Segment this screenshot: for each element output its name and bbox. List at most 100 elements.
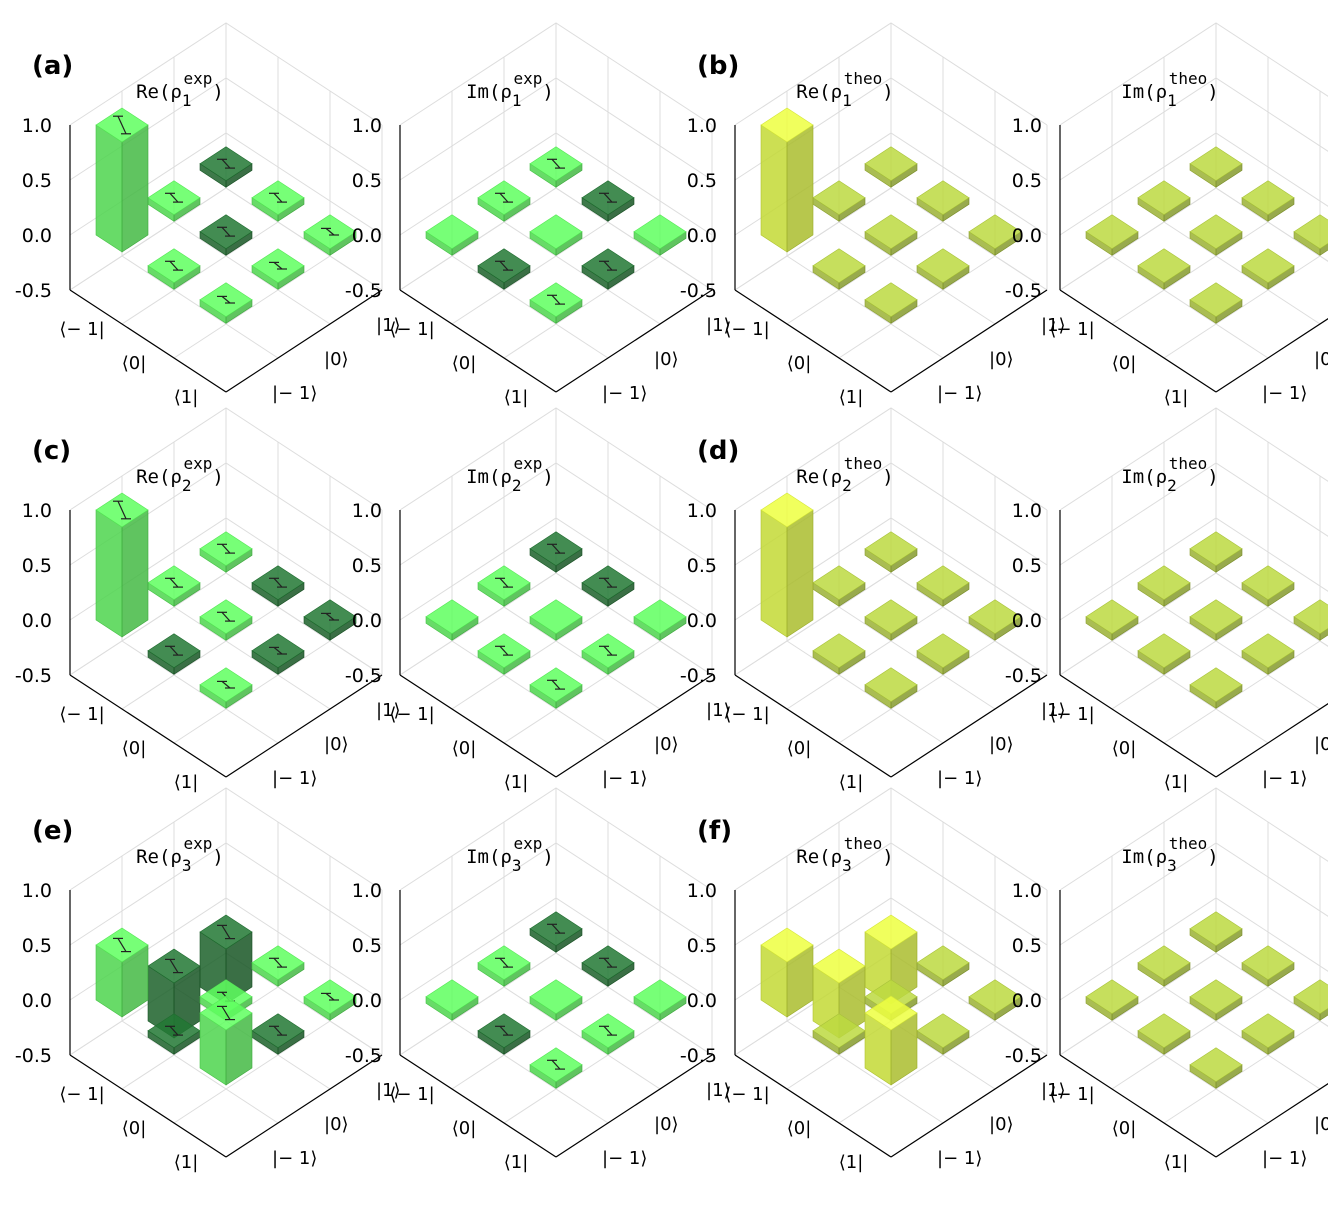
error-bar <box>551 1059 561 1070</box>
panel-label: (d) <box>697 436 739 466</box>
grid-line <box>69 407 383 511</box>
bar <box>633 979 687 1021</box>
z-tick-label: -0.5 <box>345 665 382 687</box>
bar <box>1189 214 1243 256</box>
bars <box>95 107 357 324</box>
bar <box>147 565 201 607</box>
bar <box>529 1047 583 1089</box>
x-tick-label: ⟨1| <box>504 772 529 793</box>
bar-face <box>1189 214 1243 250</box>
z-tick-label: 1.0 <box>1012 115 1042 137</box>
error-bar <box>169 260 179 271</box>
y-axis <box>225 1054 383 1158</box>
bar-face <box>968 214 1022 250</box>
x-tick-label: ⟨1| <box>174 772 199 793</box>
bar <box>529 911 583 953</box>
bar <box>968 599 1022 641</box>
error-bar <box>603 1025 613 1036</box>
y-axis <box>1215 1083 1328 1158</box>
bar-face <box>1137 945 1191 981</box>
bar <box>916 1013 970 1055</box>
z-tick-label: 1.0 <box>687 880 717 902</box>
x-tick-label: ⟨− 1| <box>389 704 434 725</box>
bar <box>1189 146 1243 188</box>
grid-line <box>451 606 609 710</box>
bar <box>199 995 253 1086</box>
z-tick-label: 1.0 <box>22 500 52 522</box>
bars <box>95 914 357 1086</box>
plot-title: Im(ρ1exp) <box>466 69 554 110</box>
bar-face <box>425 979 479 1015</box>
grid-line <box>173 640 331 744</box>
grid-line <box>1059 952 1328 1056</box>
y-axis <box>555 674 713 778</box>
z-tick-label: 0.0 <box>22 990 52 1012</box>
error-bar <box>221 158 231 169</box>
x-tick-label: ⟨0| <box>452 1118 477 1139</box>
bar <box>425 599 479 641</box>
x-tick-label: ⟨0| <box>122 353 147 374</box>
bar <box>812 248 866 290</box>
bar-face <box>1085 979 1139 1015</box>
z-tick-label: -0.5 <box>15 665 52 687</box>
bar <box>1293 214 1328 256</box>
x-tick-label: ⟨− 1| <box>1049 1084 1094 1105</box>
plot-title: Im(ρ3exp) <box>466 834 554 875</box>
error-bar <box>169 1025 179 1036</box>
bar <box>581 180 635 222</box>
bar-face <box>529 979 583 1015</box>
z-tick-label: 0.0 <box>352 610 382 632</box>
z-tick-label: 0.5 <box>687 935 717 957</box>
bar <box>95 492 149 638</box>
grid-line <box>1163 986 1321 1090</box>
error-bar <box>325 612 335 621</box>
y-tick-label: |0⟩ <box>989 734 1014 755</box>
y-axis <box>890 1054 1048 1158</box>
bar <box>147 633 201 675</box>
bar <box>1241 1013 1295 1055</box>
grid-line <box>838 640 996 744</box>
grid-line <box>399 132 713 236</box>
y-tick-label: |1⟩ <box>706 700 731 721</box>
plot-title: Re(ρ2exp) <box>136 454 224 495</box>
y-tick-label: |1⟩ <box>1041 700 1066 721</box>
error-bar <box>325 227 335 236</box>
bar-face <box>1319 1008 1328 1021</box>
grid-line <box>173 221 331 325</box>
bar-face <box>760 509 788 638</box>
x-axis <box>69 1054 227 1158</box>
bar-face <box>760 492 814 528</box>
bar-face <box>786 509 814 638</box>
y-tick-label: |1⟩ <box>376 315 401 336</box>
grid-line <box>1111 986 1269 1090</box>
y-tick-label: |1⟩ <box>376 1080 401 1101</box>
error-bar <box>551 543 561 554</box>
bar <box>303 214 357 256</box>
chart-6: 1.0 0.5 0.0 -0.5 ⟨− 1| ⟨0| ⟨1| |− 1⟩ |0⟩ |1⟩ Im(ρ2… <box>345 407 731 793</box>
y-tick-label: |− 1⟩ <box>937 1148 982 1169</box>
bar-face <box>425 599 479 635</box>
grid-line <box>399 462 713 566</box>
bar <box>812 633 866 675</box>
bar <box>303 979 357 1021</box>
x-axis <box>399 289 557 393</box>
bar-face <box>1241 633 1295 669</box>
z-tick-label: 0.5 <box>22 170 52 192</box>
bar <box>812 180 866 222</box>
bar <box>864 146 918 188</box>
grid-line <box>1059 517 1328 621</box>
error-bar <box>117 938 127 952</box>
bar <box>199 146 253 188</box>
bar-face <box>1085 599 1139 635</box>
bar <box>864 282 918 324</box>
chart-7: 1.0 0.5 0.0 -0.5 ⟨− 1| ⟨0| ⟨1| |− 1⟩ |0⟩ |1⟩ Re(ρ2… <box>680 407 1066 793</box>
bar <box>1085 979 1139 1021</box>
y-axis <box>555 289 713 393</box>
grid-line <box>69 22 383 126</box>
chart-12: 1.0 0.5 0.0 -0.5 ⟨− 1| ⟨0| ⟨1| |− 1⟩ |0⟩ |1⟩ Im(ρ3… <box>1005 787 1328 1173</box>
z-tick-label: -0.5 <box>1005 280 1042 302</box>
bars <box>1085 531 1328 709</box>
grid-line <box>399 842 713 946</box>
bar-face <box>812 948 866 984</box>
z-tick-label: 1.0 <box>352 115 382 137</box>
